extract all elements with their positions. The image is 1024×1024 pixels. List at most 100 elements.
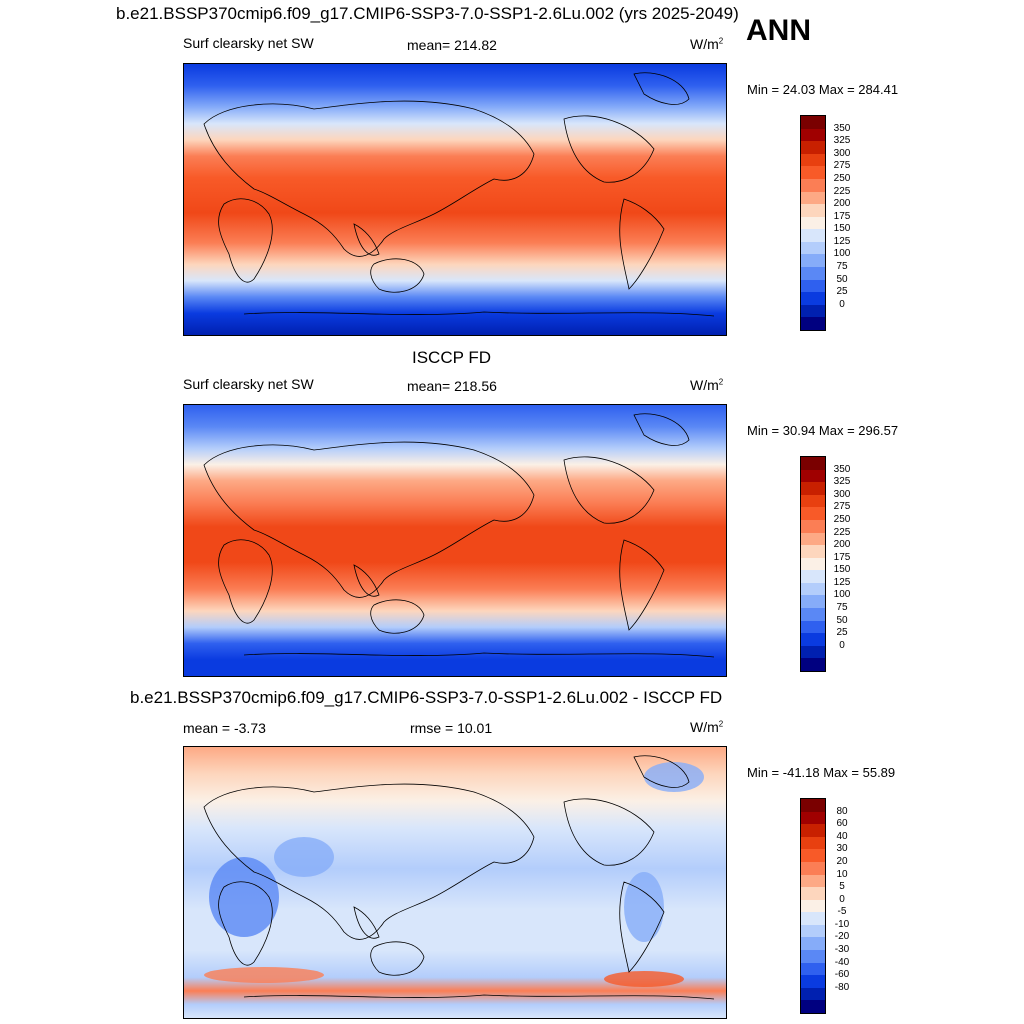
panel1-colorbar-tick-label: 225 bbox=[833, 185, 851, 197]
panel2-colorbar-tick-label: 250 bbox=[833, 513, 851, 525]
panel3-coastlines bbox=[203, 755, 715, 1000]
panel3-colorbar-swatch bbox=[801, 849, 825, 863]
panel1-colorbar-tick-label: 150 bbox=[833, 223, 851, 235]
panel2-colorbar-tick-label: 175 bbox=[833, 551, 851, 563]
panel2-colorbar-tick-label: 150 bbox=[833, 564, 851, 576]
panel1-colorbar-swatch bbox=[801, 267, 825, 281]
panel3-mean-label: mean = -3.73 bbox=[183, 720, 266, 736]
panel2-colorbar-swatch bbox=[801, 494, 825, 508]
panel3-colorbar-tick-label: 5 bbox=[839, 881, 845, 893]
panel3-colorbar-tick-label: 80 bbox=[836, 805, 848, 817]
panel2-colorbar-tick-label: 325 bbox=[833, 476, 851, 488]
panel1-colorbar-swatch bbox=[801, 178, 825, 193]
panel1-colorbar-tick-label: 75 bbox=[836, 261, 848, 273]
panel1-mean-label: mean= 214.82 bbox=[407, 37, 497, 53]
panel1-colorbar-swatch bbox=[801, 216, 825, 230]
panel2-colorbar-swatch bbox=[801, 482, 825, 496]
panel2-colorbar-swatch bbox=[801, 608, 825, 622]
panel2-colorbar-swatch bbox=[801, 557, 825, 571]
panel3-colorbar-tick-label: 10 bbox=[836, 868, 848, 880]
panel3-colorbar-swatch bbox=[801, 861, 825, 876]
panel2-coastlines bbox=[203, 413, 715, 658]
panel2-colorbar-swatch bbox=[801, 507, 825, 521]
panel1-colorbar-swatch bbox=[801, 304, 825, 318]
panel1-colorbar-tick-label: 0 bbox=[839, 298, 845, 310]
panel1-colorbar bbox=[800, 115, 826, 331]
panel2-colorbar-swatch bbox=[801, 570, 825, 584]
panel3-colorbar-swatch bbox=[801, 887, 825, 901]
panel2-colorbar-swatch bbox=[801, 582, 825, 596]
panel3-colorbar-tick-label: 0 bbox=[839, 893, 845, 905]
panel3-colorbar-tick-label: -80 bbox=[834, 981, 850, 993]
panel2-colorbar-swatch bbox=[801, 469, 825, 483]
panel3-colorbar-tick-label: -30 bbox=[834, 944, 850, 956]
panel3-colorbar-swatch bbox=[801, 912, 825, 926]
panel2-colorbar-tick-label: 275 bbox=[833, 501, 851, 513]
panel1-minmax: Min = 24.03 Max = 284.41 bbox=[747, 82, 899, 97]
panel1-colorbar-swatch bbox=[801, 292, 825, 306]
panel2-colorbar-tick-label: 300 bbox=[833, 488, 851, 500]
panel2-colorbar-tick-label: 200 bbox=[833, 539, 851, 551]
panel1-colorbar-tick-label: 100 bbox=[833, 248, 851, 260]
panel1-colorbar-tick-label: 300 bbox=[833, 147, 851, 159]
panel3-colorbar-tick-label: -60 bbox=[834, 969, 850, 981]
panel1-colorbar-swatch bbox=[801, 279, 825, 293]
panel2-variable-label: Surf clearsky net SW bbox=[183, 376, 314, 392]
panel1-units: W/m2 bbox=[690, 36, 724, 52]
panel2-colorbar bbox=[800, 456, 826, 672]
panel2-colorbar-swatch bbox=[801, 545, 825, 559]
panel3-units: W/m2 bbox=[690, 719, 724, 735]
panel1-colorbar-swatch bbox=[801, 116, 825, 130]
panel2-colorbar-swatch bbox=[801, 620, 825, 634]
panel3-colorbar bbox=[800, 798, 826, 1014]
panel1-colorbar-tick-label: 200 bbox=[833, 198, 851, 210]
panel3-colorbar-swatch bbox=[801, 811, 825, 825]
panel1-colorbar-tick-label: 175 bbox=[833, 210, 851, 222]
panel2-colorbar-swatch bbox=[801, 633, 825, 647]
panel1-colorbar-swatch bbox=[801, 204, 825, 218]
panel3-colorbar-swatch bbox=[801, 824, 825, 838]
panel1-colorbar-tick-label: 125 bbox=[833, 235, 851, 247]
panel2-colorbar-swatch bbox=[801, 645, 825, 659]
panel3-colorbar-swatch bbox=[801, 1000, 825, 1014]
panel1-colorbar-swatch bbox=[801, 128, 825, 142]
panel1-colorbar-tick-label: 25 bbox=[836, 286, 848, 298]
panel1-map-field bbox=[184, 64, 726, 335]
panel3-colorbar-swatch bbox=[801, 799, 825, 813]
panel3-colorbar-swatch bbox=[801, 924, 825, 938]
panel2-map-field bbox=[184, 405, 726, 676]
panel1-colorbar-tick-label: 250 bbox=[833, 172, 851, 184]
panel2-colorbar-tick-label: 225 bbox=[833, 526, 851, 538]
panel2-colorbar-swatch bbox=[801, 519, 825, 534]
panel3-title: b.e21.BSSP370cmip6.f09_g17.CMIP6-SSP3-7.… bbox=[130, 688, 723, 707]
panel3-colorbar-swatch bbox=[801, 950, 825, 964]
panel2-colorbar-swatch bbox=[801, 595, 825, 609]
panel1-colorbar-tick-label: 275 bbox=[833, 160, 851, 172]
panel1-map bbox=[183, 63, 727, 336]
panel2-title: ISCCP FD bbox=[412, 348, 492, 367]
panel3-colorbar-tick-label: -5 bbox=[837, 906, 847, 918]
panel3-colorbar-tick-label: 20 bbox=[836, 855, 848, 867]
panel1-colorbar-swatch bbox=[801, 141, 825, 155]
panel3-colorbar-swatch bbox=[801, 874, 825, 888]
panel1-coastlines bbox=[203, 72, 715, 317]
panel2-units: W/m2 bbox=[690, 377, 724, 393]
main-title: b.e21.BSSP370cmip6.f09_g17.CMIP6-SSP3-7.… bbox=[116, 4, 739, 23]
panel3-minmax: Min = -41.18 Max = 55.89 bbox=[747, 765, 896, 780]
panel3-colorbar-swatch bbox=[801, 987, 825, 1001]
panel2-minmax: Min = 30.94 Max = 296.57 bbox=[747, 423, 899, 438]
season-label: ANN bbox=[746, 14, 811, 47]
panel3-colorbar-tick-label: 60 bbox=[836, 818, 848, 830]
panel2-colorbar-swatch bbox=[801, 658, 825, 672]
panel3-colorbar-swatch bbox=[801, 899, 825, 913]
panel3-colorbar-tick-label: -40 bbox=[834, 956, 850, 968]
panel2-colorbar-tick-label: 125 bbox=[833, 576, 851, 588]
panel1-colorbar-tick-label: 50 bbox=[836, 273, 848, 285]
panel2-colorbar-tick-label: 0 bbox=[839, 639, 845, 651]
panel2-colorbar-swatch bbox=[801, 532, 825, 546]
panel2-colorbar-swatch bbox=[801, 457, 825, 471]
panel1-colorbar-swatch bbox=[801, 191, 825, 205]
panel3-colorbar-tick-label: -10 bbox=[834, 918, 850, 930]
panel1-colorbar-tick-label: 350 bbox=[833, 122, 851, 134]
panel2-colorbar-tick-label: 350 bbox=[833, 463, 851, 475]
